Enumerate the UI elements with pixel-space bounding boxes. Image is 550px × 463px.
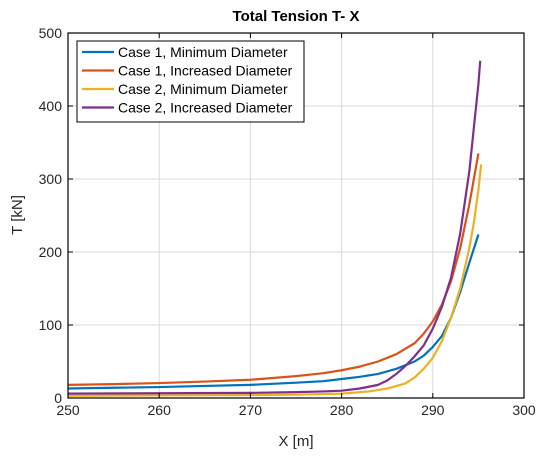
series-lines	[67, 60, 483, 397]
legend-entry-1: Case 1, Minimum Diameter	[118, 44, 288, 60]
series-line-4	[67, 60, 482, 395]
legend-entry-3: Case 2, Minimum Diameter	[118, 81, 288, 97]
y-tick-label: 0	[54, 390, 62, 406]
series-line-1	[67, 234, 480, 390]
series-line-2	[67, 153, 480, 386]
series-line-3	[67, 164, 483, 397]
y-tick-label: 300	[39, 171, 63, 187]
x-tick-label: 250	[56, 402, 80, 418]
x-tick-label: 290	[421, 402, 445, 418]
y-tick-label: 200	[39, 244, 63, 260]
legend-entry-2: Case 1, Increased Diameter	[118, 63, 293, 79]
x-axis-label: X [m]	[278, 433, 313, 450]
y-axis-label: T [kN]	[9, 195, 26, 235]
x-tick-label: 280	[330, 402, 354, 418]
legend-box	[76, 40, 305, 123]
legend-entry-4: Case 2, Increased Diameter	[118, 100, 293, 116]
chart-title: Total Tension T- X	[233, 8, 360, 25]
legend: Case 1, Minimum Diameter Case 1, Increase…	[76, 40, 305, 123]
x-tick-label: 260	[148, 402, 172, 418]
axis-ticks: 250 260 270 280 290 300 0 100 200 300 400 500	[39, 25, 536, 418]
x-tick-label: 300	[512, 402, 536, 418]
y-tick-label: 100	[39, 317, 63, 333]
y-tick-label: 400	[39, 98, 63, 114]
x-tick-label: 270	[239, 402, 263, 418]
y-tick-label: 500	[39, 25, 63, 41]
plot-area-frame	[67, 32, 525, 399]
